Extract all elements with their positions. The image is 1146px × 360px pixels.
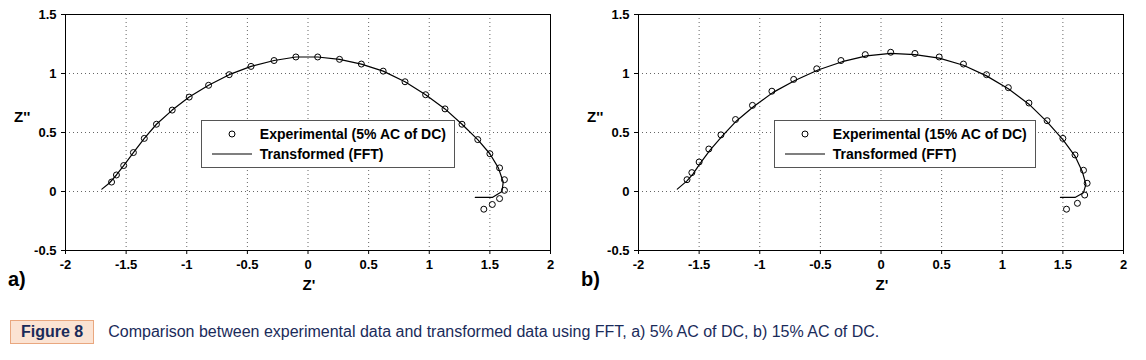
svg-text:0.5: 0.5 xyxy=(38,125,56,140)
svg-text:-2: -2 xyxy=(60,257,72,272)
svg-text:-1: -1 xyxy=(754,257,766,272)
svg-text:1: 1 xyxy=(999,257,1006,272)
svg-text:1: 1 xyxy=(426,257,433,272)
svg-text:0.5: 0.5 xyxy=(360,257,378,272)
svg-text:1.5: 1.5 xyxy=(481,257,499,272)
svg-text:2: 2 xyxy=(547,257,554,272)
html-text:Z': Z' xyxy=(875,276,889,293)
svg-text:-0.5: -0.5 xyxy=(607,243,629,258)
svg-text:-2: -2 xyxy=(633,257,645,272)
html-text:Transformed (FFT): Transformed (FFT) xyxy=(259,146,384,163)
html-text:Z'': Z'' xyxy=(587,108,604,126)
svg-text:0: 0 xyxy=(622,184,629,199)
svg-text:0.5: 0.5 xyxy=(611,125,629,140)
html-text:Z'': Z'' xyxy=(14,108,31,126)
svg-text:1.5: 1.5 xyxy=(38,7,56,22)
html-text:Experimental (15% AC of DC): Experimental (15% AC of DC) xyxy=(832,126,1027,143)
html-text:Experimental (5% AC of DC): Experimental (5% AC of DC) xyxy=(259,126,446,143)
html-text:Z': Z' xyxy=(302,276,316,293)
svg-text:-1.5: -1.5 xyxy=(115,257,137,272)
html-text:Figure 8: Figure 8 xyxy=(21,323,84,340)
svg-text:-0.5: -0.5 xyxy=(236,257,258,272)
svg-text:0: 0 xyxy=(49,184,56,199)
svg-text:1: 1 xyxy=(622,66,629,81)
html-text:Transformed (FFT): Transformed (FFT) xyxy=(832,146,957,163)
svg-text:-0.5: -0.5 xyxy=(809,257,831,272)
html-text:Comparison between experimenta: Comparison between experimental data and… xyxy=(108,323,880,340)
svg-text:2: 2 xyxy=(1120,257,1127,272)
svg-text:-1: -1 xyxy=(181,257,193,272)
svg-text:0: 0 xyxy=(877,257,884,272)
svg-text:1.5: 1.5 xyxy=(1054,257,1072,272)
svg-text:0: 0 xyxy=(304,257,311,272)
svg-text:0.5: 0.5 xyxy=(933,257,951,272)
html-text:b): b) xyxy=(581,268,600,290)
html-text:a): a) xyxy=(8,268,26,290)
svg-text:1.5: 1.5 xyxy=(611,7,629,22)
svg-text:-0.5: -0.5 xyxy=(34,243,56,258)
svg-text:1: 1 xyxy=(49,66,56,81)
svg-text:-1.5: -1.5 xyxy=(688,257,710,272)
